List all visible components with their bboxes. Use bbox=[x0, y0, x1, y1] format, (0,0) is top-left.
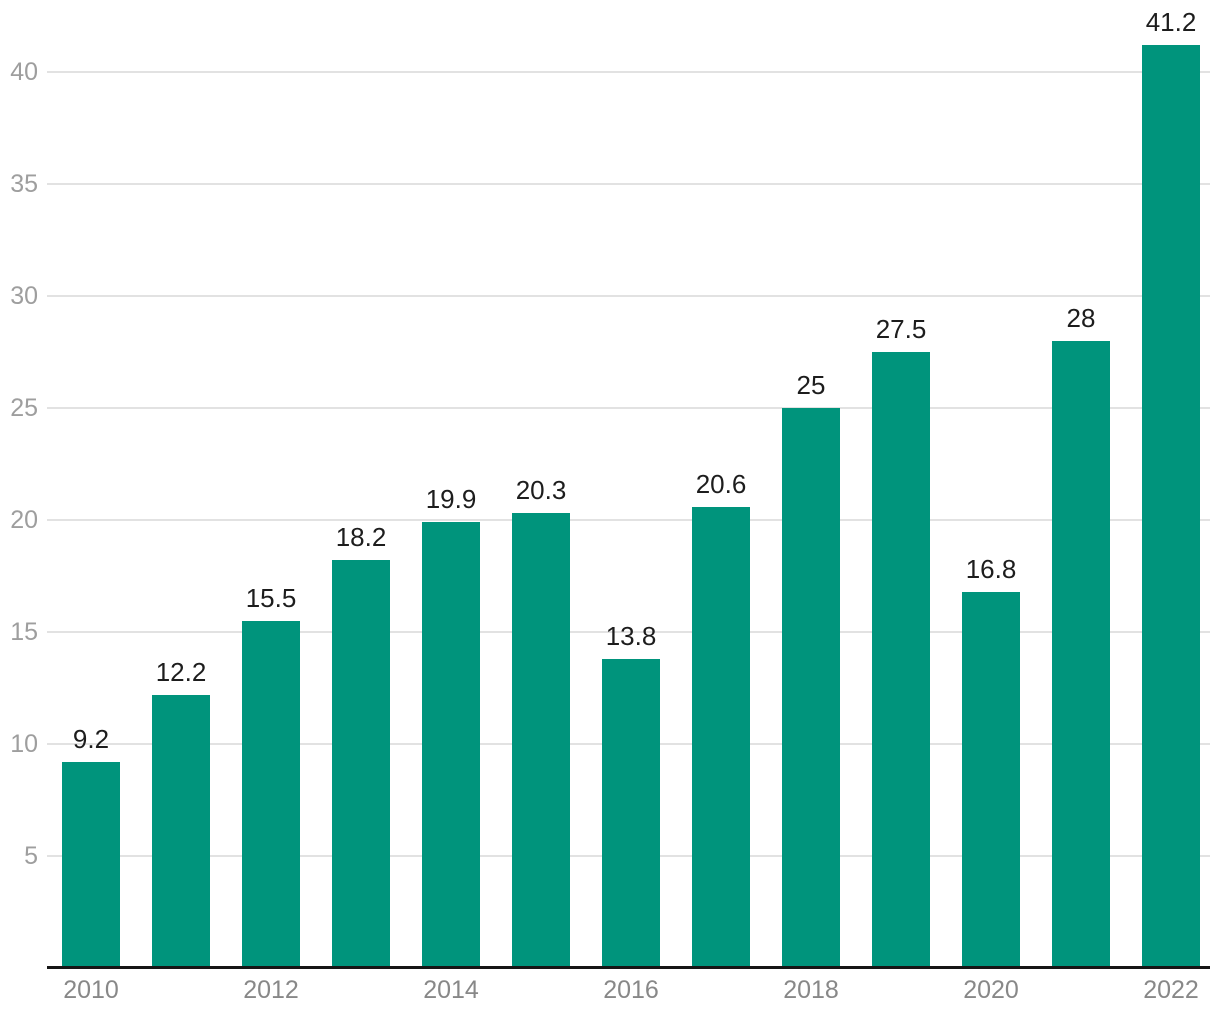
bar-value-label-2021: 28 bbox=[1066, 302, 1096, 333]
bar-2022 bbox=[1142, 45, 1200, 968]
x-axis-tick-label: 2020 bbox=[963, 976, 1019, 1004]
y-axis-tick-label: 30 bbox=[10, 282, 38, 310]
y-axis-tick-label: 25 bbox=[10, 394, 38, 422]
bar-value-label-2014: 19.9 bbox=[425, 484, 477, 515]
bar-value-label-2012: 15.5 bbox=[245, 582, 297, 613]
y-axis-tick-label: 10 bbox=[10, 730, 38, 758]
y-axis-tick-label: 20 bbox=[10, 506, 38, 534]
bar-2013 bbox=[332, 560, 390, 968]
gridline-15 bbox=[47, 631, 1210, 633]
x-axis-tick-label: 2022 bbox=[1143, 976, 1199, 1004]
bar-2019 bbox=[872, 352, 930, 968]
bar-value-label-2018: 25 bbox=[796, 370, 826, 400]
bar-value-label-2015: 20.3 bbox=[515, 475, 567, 506]
bar-2015 bbox=[512, 513, 570, 968]
gridline-25 bbox=[47, 407, 1210, 409]
x-axis-tick-label: 2012 bbox=[243, 976, 299, 1004]
bar-value-label-2017: 20.6 bbox=[695, 468, 747, 499]
bar-2010 bbox=[62, 761, 120, 968]
bar-2021 bbox=[1052, 340, 1110, 968]
x-axis-tick-label: 2014 bbox=[423, 976, 479, 1004]
bar-value-label-2010: 9.2 bbox=[72, 723, 110, 754]
bar-value-label-2016: 13.8 bbox=[605, 620, 657, 651]
bar-value-label-2022: 41.2 bbox=[1145, 7, 1197, 38]
bar-value-label-2020: 16.8 bbox=[965, 553, 1017, 584]
bar-2012 bbox=[242, 620, 300, 968]
gridline-35 bbox=[47, 183, 1210, 185]
bar-value-label-2013: 18.2 bbox=[335, 522, 387, 553]
gridline-40 bbox=[47, 71, 1210, 73]
bar-2017 bbox=[692, 506, 750, 968]
gridline-30 bbox=[47, 295, 1210, 297]
bar-value-label-2011: 12.2 bbox=[155, 656, 207, 687]
bar-2018 bbox=[782, 408, 840, 968]
x-axis-line bbox=[47, 966, 1210, 969]
bar-2011 bbox=[152, 694, 210, 968]
y-axis-tick-label: 15 bbox=[10, 618, 38, 646]
y-axis-tick-label: 5 bbox=[24, 842, 38, 870]
y-axis-tick-label: 40 bbox=[10, 58, 38, 86]
bar-2020 bbox=[962, 591, 1020, 968]
gridline-20 bbox=[47, 519, 1210, 521]
x-axis-tick-label: 2016 bbox=[603, 976, 659, 1004]
x-axis-tick-label: 2018 bbox=[783, 976, 839, 1004]
bar-2014 bbox=[422, 522, 480, 968]
y-axis-tick-label: 35 bbox=[10, 170, 38, 198]
bar-2016 bbox=[602, 658, 660, 968]
bar-value-label-2019: 27.5 bbox=[875, 314, 927, 344]
x-axis-tick-label: 2010 bbox=[63, 976, 119, 1004]
